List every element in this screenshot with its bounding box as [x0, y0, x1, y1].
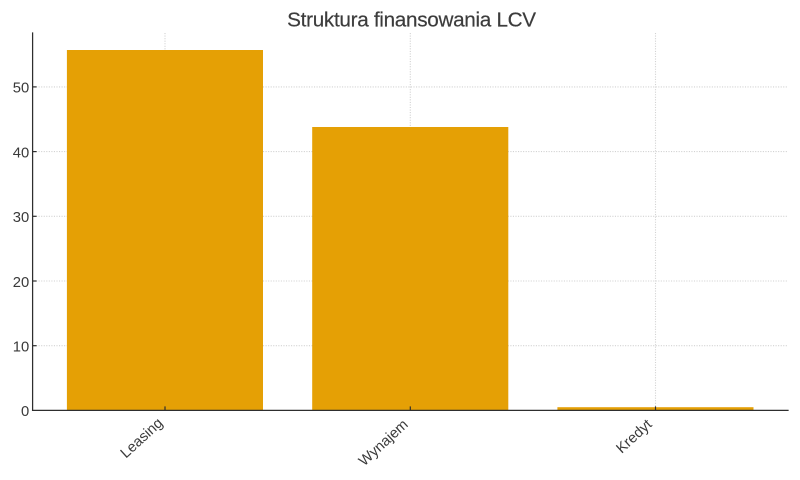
svg-text:30: 30 [13, 210, 29, 226]
svg-text:Struktura finansowania LCV: Struktura finansowania LCV [287, 8, 536, 31]
svg-text:10: 10 [13, 340, 29, 356]
svg-text:50: 50 [13, 81, 29, 97]
svg-text:0: 0 [21, 404, 29, 420]
svg-text:20: 20 [13, 275, 29, 291]
svg-text:40: 40 [13, 145, 29, 161]
